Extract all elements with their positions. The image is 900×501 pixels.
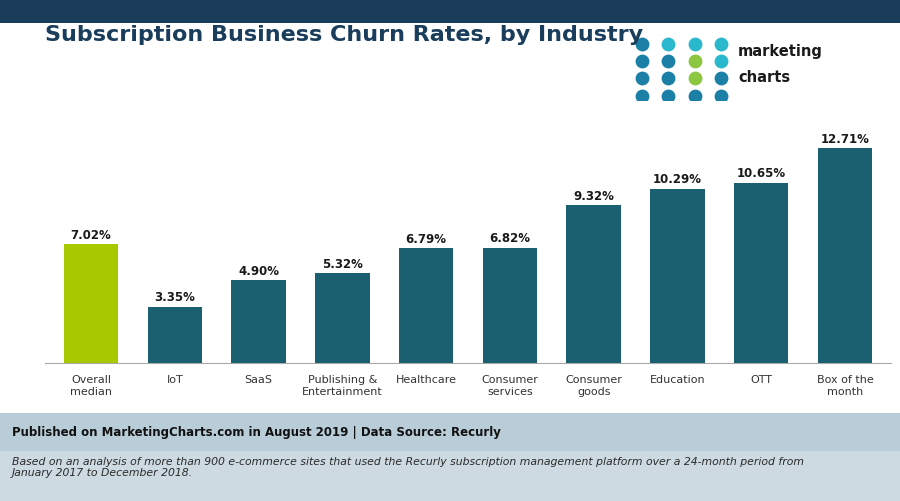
Point (634, 40, 649, 48)
Point (688, 57, 702, 65)
Point (661, 40, 675, 48)
Bar (650, 189, 705, 363)
Bar (482, 248, 537, 363)
Text: 12.71%: 12.71% (821, 132, 869, 145)
Text: 3.35%: 3.35% (155, 291, 195, 304)
Text: 4.90%: 4.90% (238, 265, 279, 278)
Bar (818, 148, 872, 363)
Point (688, 40, 702, 48)
Text: 10.29%: 10.29% (652, 173, 702, 186)
Text: Subscription Business Churn Rates, by Industry: Subscription Business Churn Rates, by In… (45, 25, 643, 45)
Bar (64, 244, 118, 363)
Text: 10.65%: 10.65% (736, 167, 786, 180)
Text: marketing: marketing (738, 44, 823, 59)
Point (688, 74, 702, 82)
Text: Published on MarketingCharts.com in August 2019 | Data Source: Recurly: Published on MarketingCharts.com in Augu… (12, 426, 500, 438)
Point (661, 74, 675, 82)
Point (634, 92, 649, 100)
Point (714, 74, 728, 82)
Point (661, 57, 675, 65)
Point (714, 40, 728, 48)
Bar (399, 248, 454, 363)
Bar (566, 205, 621, 363)
Bar (148, 307, 202, 363)
Point (634, 57, 649, 65)
Point (714, 57, 728, 65)
Text: 9.32%: 9.32% (573, 190, 614, 203)
Text: 5.32%: 5.32% (322, 258, 363, 271)
Point (634, 74, 649, 82)
Text: Based on an analysis of more than 900 e-commerce sites that used the Recurly sub: Based on an analysis of more than 900 e-… (12, 457, 804, 478)
Point (688, 92, 702, 100)
Text: 7.02%: 7.02% (71, 229, 112, 242)
Text: 6.82%: 6.82% (490, 232, 530, 245)
Text: charts: charts (738, 70, 790, 85)
Bar (231, 280, 286, 363)
Point (714, 92, 728, 100)
Bar (315, 273, 370, 363)
Text: 6.79%: 6.79% (406, 233, 446, 245)
Point (661, 92, 675, 100)
Bar (734, 183, 788, 363)
